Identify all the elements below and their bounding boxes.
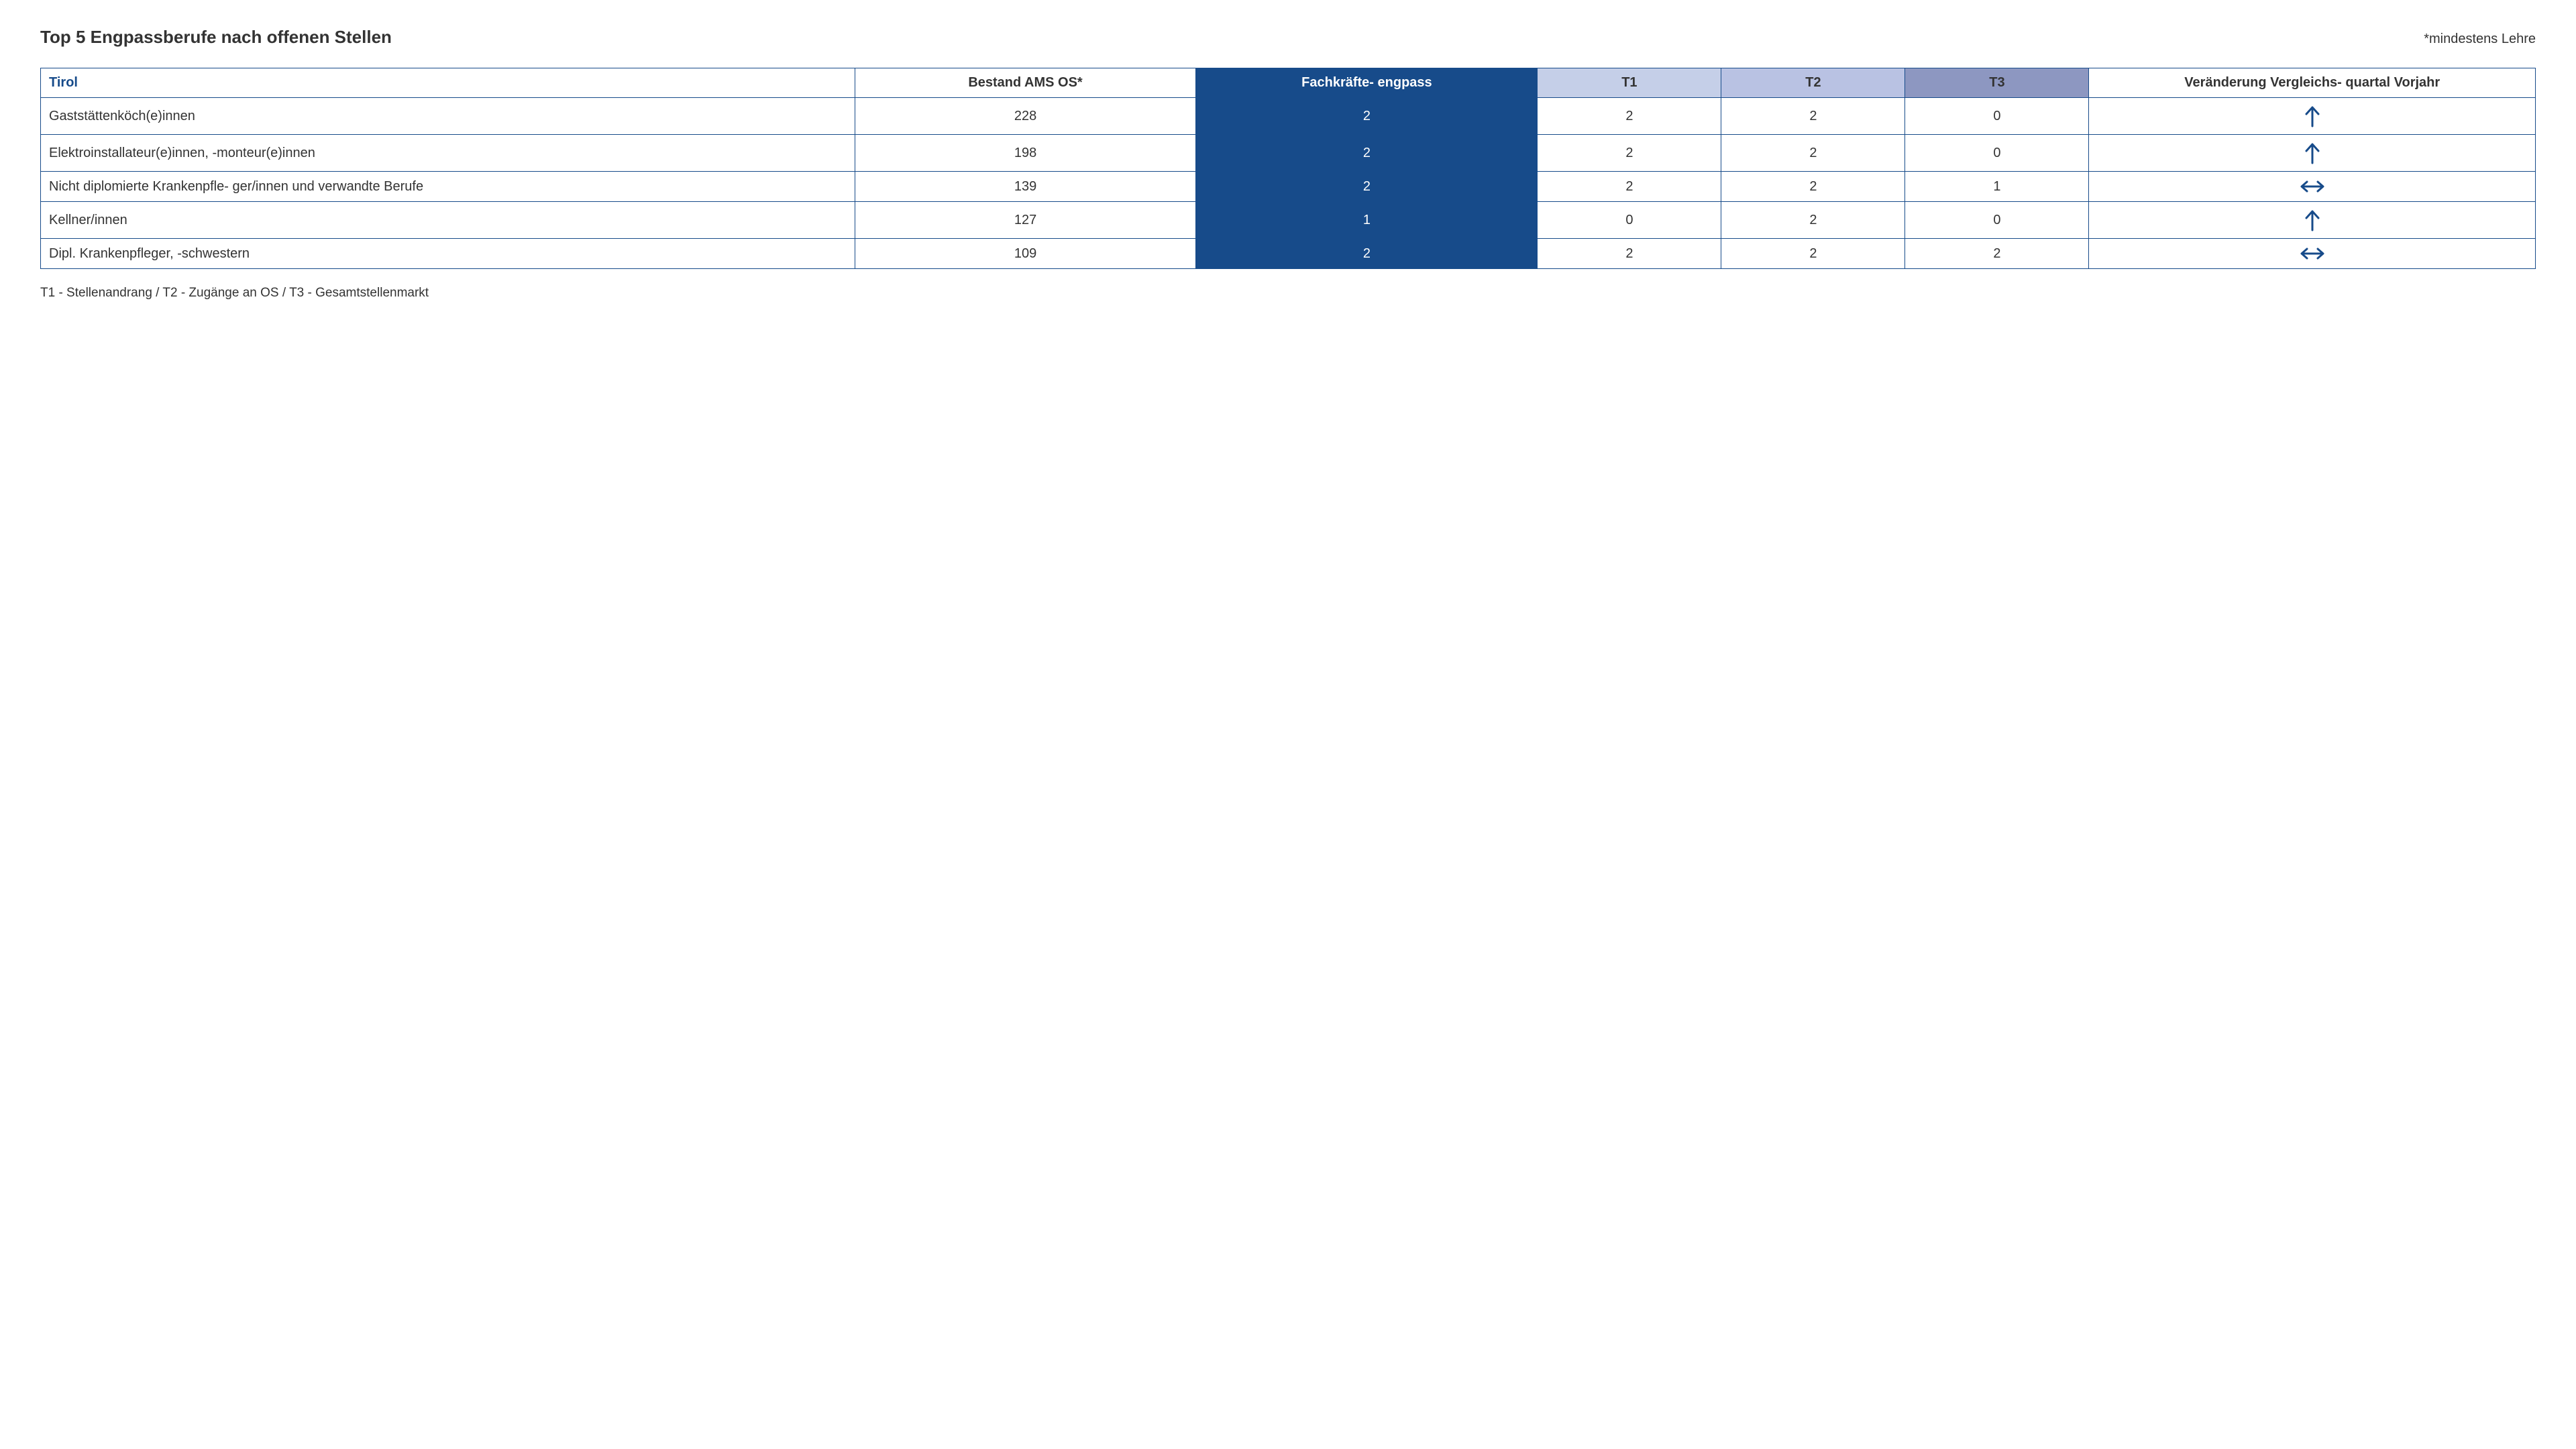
arrow-up-icon <box>2302 142 2322 164</box>
table-row: Elektroinstallateur(e)innen, -monteur(e)… <box>41 135 2536 172</box>
arrow-up-icon <box>2302 209 2322 231</box>
table-row: Dipl. Krankenpfleger, -schwestern1092222 <box>41 239 2536 269</box>
col-t3: T3 <box>1905 68 2089 98</box>
t1-cell: 2 <box>1538 239 1721 269</box>
arrow-up-icon <box>2302 105 2322 127</box>
change-cell <box>2089 172 2536 202</box>
change-cell <box>2089 239 2536 269</box>
table-row: Kellner/innen1271020 <box>41 202 2536 239</box>
engpass-cell: 2 <box>1196 239 1538 269</box>
col-engpass: Fachkräfte- engpass <box>1196 68 1538 98</box>
bestand-cell: 109 <box>855 239 1196 269</box>
t3-cell: 2 <box>1905 239 2089 269</box>
t2-cell: 2 <box>1721 172 1905 202</box>
bestand-cell: 139 <box>855 172 1196 202</box>
engpass-cell: 1 <box>1196 202 1538 239</box>
change-cell <box>2089 98 2536 135</box>
occupation-cell: Gaststättenköch(e)innen <box>41 98 855 135</box>
t3-cell: 0 <box>1905 202 2089 239</box>
table-row: Nicht diplomierte Krankenpfle- ger/innen… <box>41 172 2536 202</box>
footnote: T1 - Stellenandrang / T2 - Zugänge an OS… <box>40 286 2536 301</box>
t1-cell: 2 <box>1538 135 1721 172</box>
occupation-cell: Elektroinstallateur(e)innen, -monteur(e)… <box>41 135 855 172</box>
change-cell <box>2089 135 2536 172</box>
engpass-table: Tirol Bestand AMS OS* Fachkräfte- engpas… <box>40 68 2536 269</box>
bestand-cell: 198 <box>855 135 1196 172</box>
header-row: Top 5 Engpassberufe nach offenen Stellen… <box>40 27 2536 48</box>
engpass-cell: 2 <box>1196 172 1538 202</box>
arrow-same-icon <box>2298 178 2327 195</box>
table-header-row: Tirol Bestand AMS OS* Fachkräfte- engpas… <box>41 68 2536 98</box>
occupation-cell: Nicht diplomierte Krankenpfle- ger/innen… <box>41 172 855 202</box>
t2-cell: 2 <box>1721 135 1905 172</box>
engpass-cell: 2 <box>1196 98 1538 135</box>
engpass-cell: 2 <box>1196 135 1538 172</box>
t1-cell: 0 <box>1538 202 1721 239</box>
t1-cell: 2 <box>1538 98 1721 135</box>
col-change: Veränderung Vergleichs- quartal Vorjahr <box>2089 68 2536 98</box>
table-row: Gaststättenköch(e)innen2282220 <box>41 98 2536 135</box>
t2-cell: 2 <box>1721 98 1905 135</box>
t3-cell: 0 <box>1905 98 2089 135</box>
occupation-cell: Dipl. Krankenpfleger, -schwestern <box>41 239 855 269</box>
col-bestand: Bestand AMS OS* <box>855 68 1196 98</box>
col-t2: T2 <box>1721 68 1905 98</box>
change-cell <box>2089 202 2536 239</box>
bestand-cell: 127 <box>855 202 1196 239</box>
t3-cell: 1 <box>1905 172 2089 202</box>
t2-cell: 2 <box>1721 239 1905 269</box>
occupation-cell: Kellner/innen <box>41 202 855 239</box>
page-title: Top 5 Engpassberufe nach offenen Stellen <box>40 27 392 48</box>
t3-cell: 0 <box>1905 135 2089 172</box>
t2-cell: 2 <box>1721 202 1905 239</box>
col-t1: T1 <box>1538 68 1721 98</box>
arrow-same-icon <box>2298 246 2327 262</box>
bestand-cell: 228 <box>855 98 1196 135</box>
t1-cell: 2 <box>1538 172 1721 202</box>
page-subtitle: *mindestens Lehre <box>2424 32 2536 47</box>
region-header: Tirol <box>41 68 855 98</box>
